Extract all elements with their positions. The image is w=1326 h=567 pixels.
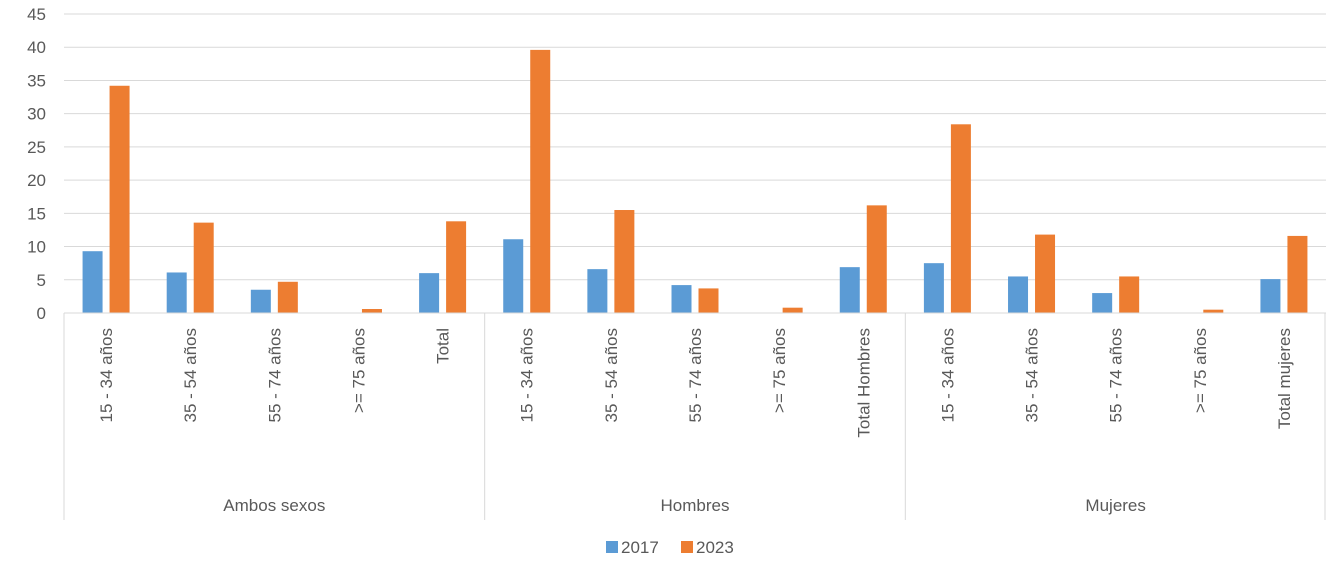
bar-2017 xyxy=(419,273,440,313)
category-label: 15 - 34 años xyxy=(518,328,537,423)
bar-2023 xyxy=(109,85,130,313)
bar-2017 xyxy=(166,272,187,313)
bar-2017 xyxy=(82,251,103,313)
bar-2017 xyxy=(1008,276,1029,313)
category-label: 15 - 34 años xyxy=(938,328,957,423)
legend-label-2017: 2017 xyxy=(621,538,659,557)
bar-2017 xyxy=(503,239,524,313)
group-label: Hombres xyxy=(661,496,730,515)
x-axis: 15 - 34 años 35 - 54 años 55 - 74 años >= 7… xyxy=(63,312,1326,520)
category-label: >= 75 años xyxy=(770,328,789,413)
category-label: 35 - 54 años xyxy=(1023,328,1042,423)
bar-2023 xyxy=(193,222,214,313)
bar-2023 xyxy=(1287,235,1308,313)
bar-2017 xyxy=(587,269,608,313)
bar-2023 xyxy=(782,307,803,313)
y-tick-label: 20 xyxy=(27,171,46,190)
bar-2023 xyxy=(1035,234,1056,313)
bar-2017 xyxy=(1260,279,1281,313)
category-label: 55 - 74 años xyxy=(686,328,705,423)
bar-2023 xyxy=(530,49,551,313)
y-tick-label: 45 xyxy=(27,5,46,24)
legend-label-2023: 2023 xyxy=(696,538,734,557)
bar-2017 xyxy=(671,285,692,313)
group-label: Mujeres xyxy=(1085,496,1145,515)
y-tick-label: 25 xyxy=(27,138,46,157)
bar-2023 xyxy=(361,309,382,313)
category-label: >= 75 años xyxy=(1191,328,1210,413)
bar-2023 xyxy=(446,221,467,313)
y-tick-label: 40 xyxy=(27,38,46,57)
y-tick-label: 15 xyxy=(27,204,46,223)
category-label: Total Hombres xyxy=(854,328,873,438)
y-tick-label: 35 xyxy=(27,71,46,90)
bar-2017 xyxy=(1092,293,1113,313)
bars xyxy=(82,49,1308,313)
bar-2023 xyxy=(1119,276,1140,313)
bar-2023 xyxy=(698,288,719,313)
category-label: Total mujeres xyxy=(1275,328,1294,429)
bar-2017 xyxy=(839,267,860,313)
bar-2023 xyxy=(950,124,971,313)
category-label: >= 75 años xyxy=(349,328,368,413)
legend-swatch-2023 xyxy=(681,541,693,553)
y-axis: 0 5 10 15 20 25 30 35 40 45 xyxy=(27,5,46,323)
group-label: Ambos sexos xyxy=(223,496,325,515)
category-label: 15 - 34 años xyxy=(97,328,116,423)
bar-2017 xyxy=(923,263,944,313)
legend: 2017 2023 xyxy=(606,538,734,557)
category-label: 55 - 74 años xyxy=(1107,328,1126,423)
category-label: 35 - 54 años xyxy=(181,328,200,423)
bar-2023 xyxy=(866,205,887,313)
category-label: 55 - 74 años xyxy=(265,328,284,423)
bar-2017 xyxy=(250,289,271,313)
legend-swatch-2017 xyxy=(606,541,618,553)
y-tick-label: 0 xyxy=(37,304,46,323)
gridlines xyxy=(64,13,1326,281)
bar-2023 xyxy=(614,210,635,313)
bar-2023 xyxy=(277,281,298,313)
category-label: 35 - 54 años xyxy=(602,328,621,423)
y-tick-label: 30 xyxy=(27,105,46,124)
y-tick-label: 10 xyxy=(27,238,46,257)
y-tick-label: 5 xyxy=(37,271,46,290)
category-label: Total xyxy=(434,328,453,364)
bar-2023 xyxy=(1203,309,1224,313)
